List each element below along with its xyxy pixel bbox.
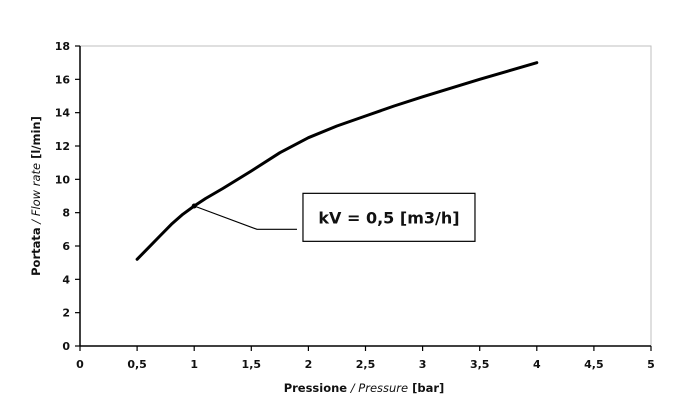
x-tick-label: 4 bbox=[533, 358, 541, 371]
x-tick-label: 1 bbox=[190, 358, 198, 371]
annotation: kV = 0,5 [m3/h] bbox=[191, 192, 476, 242]
series bbox=[135, 61, 539, 261]
y-tick-label: 2 bbox=[62, 307, 70, 320]
y-tick-label: 14 bbox=[55, 107, 71, 120]
y-tick-label: 0 bbox=[62, 340, 70, 353]
x-tick-label: 0 bbox=[76, 358, 84, 371]
y-tick-label: 16 bbox=[55, 73, 71, 86]
x-tick-label: 0,5 bbox=[127, 358, 147, 371]
y-tick-label: 6 bbox=[62, 240, 70, 253]
y-tick-label: 4 bbox=[62, 273, 70, 286]
y-axis-label: Portata / Flow rate [l/min] bbox=[29, 116, 43, 276]
series-line bbox=[135, 61, 539, 261]
x-tick-label: 3,5 bbox=[470, 358, 490, 371]
x-ticks: 0 0,5 1 1,5 2 2,5 3 3,5 4 4,5 5 bbox=[76, 346, 655, 371]
y-tick-label: 12 bbox=[55, 140, 70, 153]
x-tick-label: 5 bbox=[647, 358, 655, 371]
y-tick-label: 10 bbox=[55, 173, 71, 186]
annotation-leader bbox=[193, 205, 297, 230]
annotation-text: kV = 0,5 [m3/h] bbox=[318, 208, 459, 227]
y-tick-label: 18 bbox=[55, 40, 70, 53]
y-ticks: 0 2 4 6 8 10 12 14 16 18 bbox=[55, 40, 80, 353]
x-tick-label: 2,5 bbox=[356, 358, 376, 371]
y-tick-label: 8 bbox=[62, 207, 70, 220]
x-tick-label: 3 bbox=[419, 358, 427, 371]
annotation-box bbox=[302, 192, 476, 242]
x-axis-label: Pressione / Pressure [bar] bbox=[284, 381, 445, 395]
x-tick-label: 1,5 bbox=[242, 358, 262, 371]
x-tick-label: 4,5 bbox=[584, 358, 604, 371]
x-tick-label: 2 bbox=[305, 358, 313, 371]
